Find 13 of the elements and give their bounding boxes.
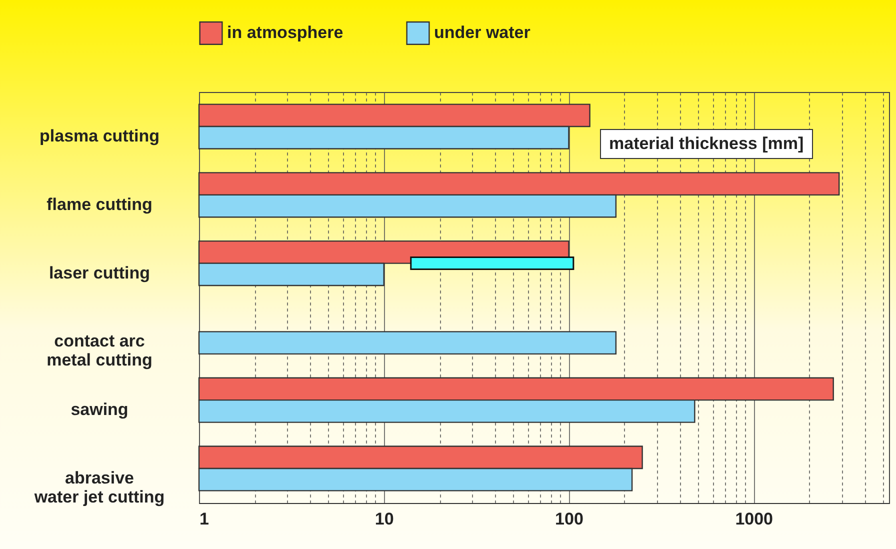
- y-tick-label: flame cutting: [46, 194, 152, 214]
- x-tick-label: 10: [374, 510, 394, 528]
- x-tick-label: 1: [200, 510, 209, 528]
- y-tick-label: plasma cutting: [40, 126, 160, 146]
- y-tick-label: contact arc metal cutting: [46, 332, 152, 370]
- x-axis-title: material thickness [mm]: [600, 129, 813, 159]
- legend-label: under water: [434, 23, 531, 42]
- x-tick-label: 1000: [735, 510, 774, 528]
- y-tick-label: abrasive water jet cutting: [33, 468, 165, 506]
- legend-label: in atmosphere: [227, 23, 344, 42]
- y-tick-label: laser cutting: [48, 263, 150, 282]
- y-tick-label: sawing: [70, 400, 128, 420]
- x-tick-label: 100: [555, 510, 584, 528]
